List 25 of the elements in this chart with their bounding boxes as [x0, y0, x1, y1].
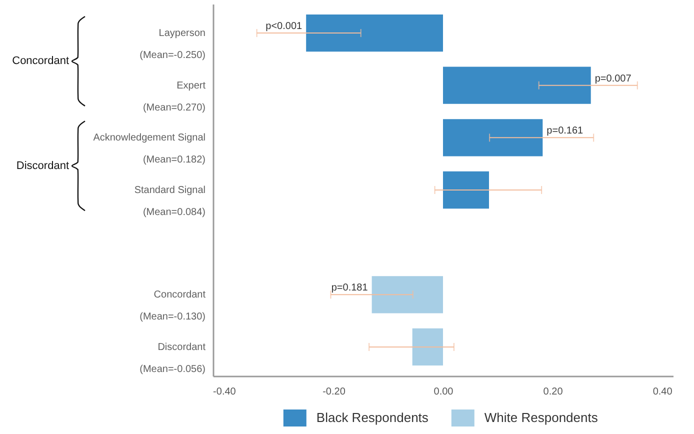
annotation: p=0.007: [594, 73, 632, 84]
text: Concordant: [12, 55, 69, 68]
bar: [443, 171, 489, 209]
x-tick-label: -0.20: [322, 386, 346, 398]
bar: [306, 14, 443, 52]
y-tick-label: Standard Signal (Mean=0.084): [134, 185, 206, 218]
y-tick-label: Expert (Mean=0.270): [142, 80, 206, 114]
text: Discordant: [16, 160, 69, 172]
y-tick-label: Acknowledgement Signal (Mean=0.182): [93, 132, 206, 166]
y-tick-label: Discordant (Mean=-0.056): [140, 342, 206, 375]
legend-label: Black Respondents: [316, 410, 429, 425]
x-tick-label: -0.40: [213, 386, 236, 398]
x-tick-label: 0.40: [652, 386, 673, 398]
annotation: p=0.181: [331, 282, 368, 294]
bar: [443, 119, 543, 156]
bar: [443, 66, 591, 104]
annotation: p=0.161: [546, 126, 584, 137]
y-tick-label: Layperson (Mean=-0.250): [140, 28, 206, 62]
x-tick-label: 0.00: [434, 386, 454, 398]
bar: [412, 328, 443, 366]
x-tick-label: 0.20: [543, 386, 564, 398]
legend-label: White Respondents: [484, 410, 598, 425]
bar: [372, 276, 443, 314]
y-tick-label: Concordant (Mean=-0.130): [140, 290, 206, 323]
annotation: p<0.001: [266, 21, 303, 32]
